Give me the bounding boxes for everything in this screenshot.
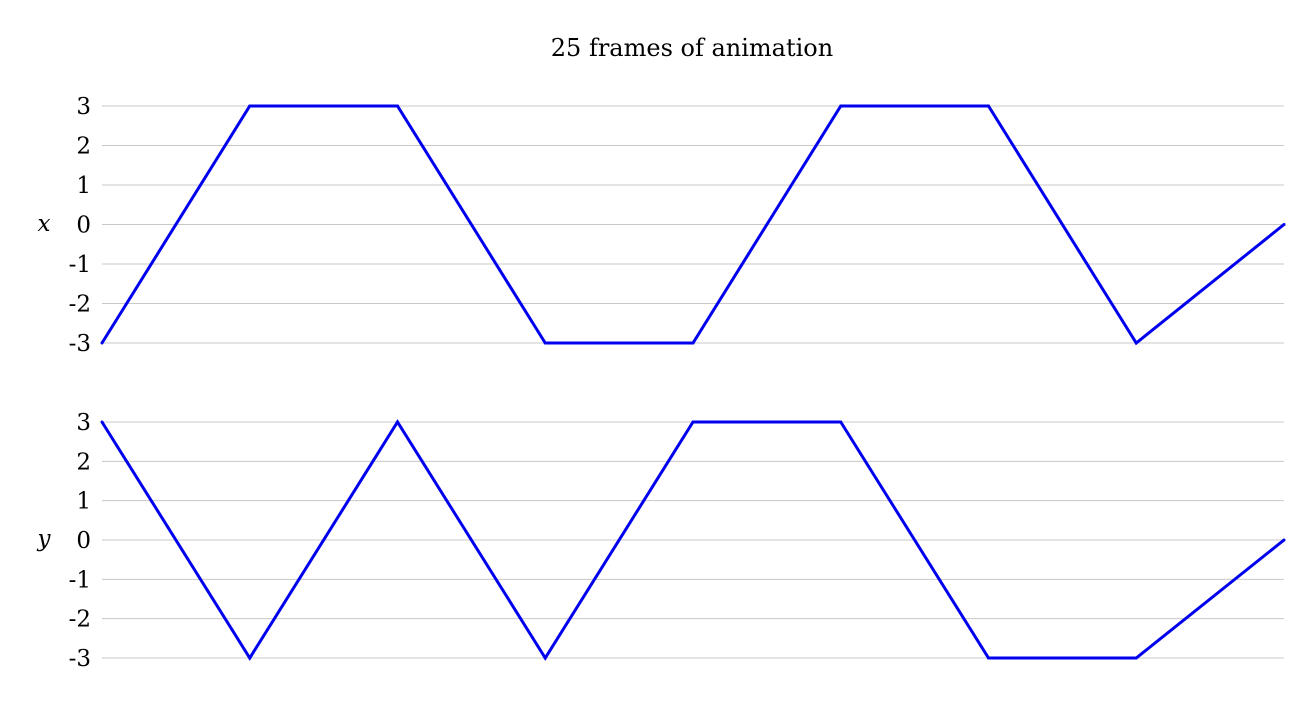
y-series-point [248,656,252,660]
x-panel-y-ticks: 3 2 1 0 -1 -2 -3 [69,94,91,357]
x-series-point [691,341,695,345]
x-series-point [839,104,843,108]
y-panel-gridlines [102,421,1284,659]
y-series-point [987,656,990,660]
y-series-point [1134,656,1138,660]
x-series-points [100,104,1286,345]
y-series-point [691,420,695,424]
x-panel-tick-label: 1 [76,173,91,199]
y-panel-tick-label: 3 [76,410,91,436]
x-coordinate-panel: 3 2 1 0 -1 -2 -3 x [38,94,1286,357]
y-panel-axis-label: y [37,526,52,552]
y-series-point [543,656,547,660]
x-panel-tick-label: 0 [76,213,91,239]
x-panel-tick-label: -3 [69,331,91,357]
y-panel-tick-label: 0 [76,528,91,554]
y-panel-y-ticks: 3 2 1 0 -1 -2 -3 [69,410,91,672]
y-coordinate-panel: 3 2 1 0 -1 -2 -3 y [37,410,1286,672]
x-series-point [987,104,990,108]
y-panel-tick-label: 2 [76,449,91,475]
x-series-point [100,341,104,345]
x-series-point [248,104,252,108]
x-series-point [396,104,399,108]
y-panel-tick-label: -2 [69,607,91,633]
y-series-point [1282,538,1286,542]
y-panel-tick-label: -3 [69,646,91,672]
y-series-point [100,420,104,424]
x-panel-tick-label: 3 [76,94,91,120]
chart-title: 25 frames of animation [551,34,833,62]
x-panel-tick-label: -2 [69,292,91,318]
y-series-point [839,420,843,424]
x-series-point [1282,223,1286,226]
y-panel-tick-label: 1 [76,489,91,515]
x-panel-gridlines [102,105,1284,344]
y-panel-tick-label: -1 [69,567,91,593]
x-series-point [543,341,547,345]
x-series-point [1134,341,1138,345]
x-panel-tick-label: 2 [76,134,91,160]
x-panel-tick-label: -1 [69,252,91,278]
x-panel-axis-label: x [38,211,51,237]
y-series-points [100,420,1286,660]
y-series-point [396,420,399,424]
